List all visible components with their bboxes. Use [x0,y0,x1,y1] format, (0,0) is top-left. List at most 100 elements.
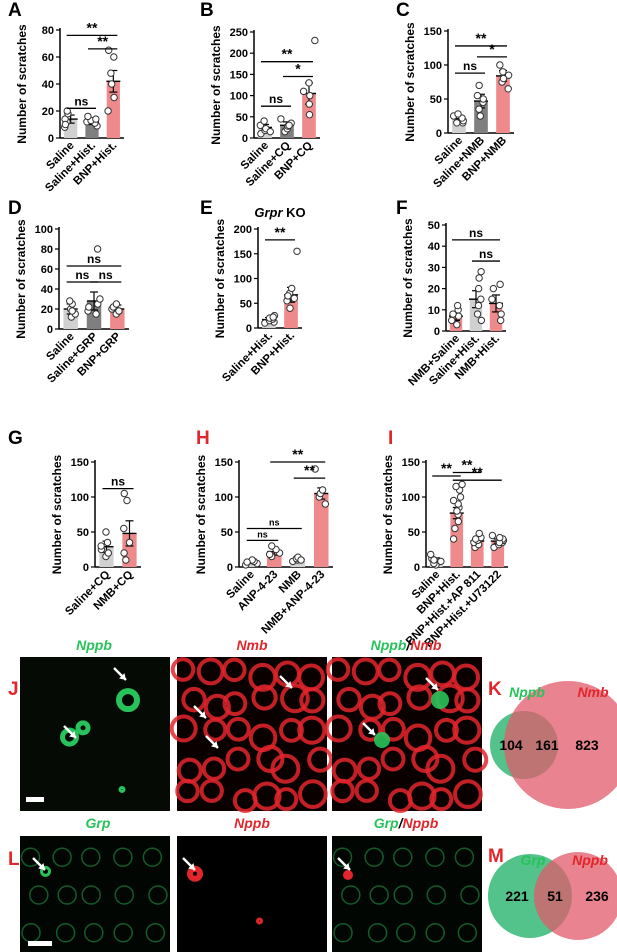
label-part: Grp [374,815,399,831]
data-point [284,292,292,300]
data-point [97,542,105,550]
data-point [110,93,118,102]
cell [367,923,388,943]
cell [358,717,383,742]
micrograph-l-merge-background [332,836,482,952]
panel-label-a: A [8,0,22,21]
label-part: / [398,815,405,831]
data-point [473,310,482,318]
cell [380,746,406,772]
y-tick-label: 20 [41,304,53,316]
cell [364,847,384,867]
data-point [447,316,456,325]
cell [454,687,481,714]
y-tick-label: 0 [436,128,442,140]
y-axis-label: Number of scratches [14,219,28,339]
cell [454,847,475,867]
cell [457,923,478,943]
y-tick-label: 40 [428,241,440,253]
y-tick-label: 60 [41,264,53,276]
data-point [496,280,504,289]
y-tick-label: 40 [42,79,54,91]
venn-count-right: 823 [575,737,599,753]
cell [256,744,285,773]
cell [369,885,389,905]
cell [393,885,413,905]
data-point [318,486,327,494]
y-tick-label: 100 [234,274,252,286]
data-point [285,121,293,129]
micrograph-label: Nppb [234,815,270,831]
y-tick-label: 100 [35,224,53,236]
cell [116,688,140,713]
cell [142,847,163,867]
cell-overlap [374,732,390,748]
panel-label-d: D [8,198,22,219]
cell [280,683,310,714]
data-point [103,538,112,547]
y-tick-label: 50 [221,527,233,539]
y-tick-label: 20 [42,106,54,118]
data-point [456,493,465,501]
data-point [477,295,485,303]
y-tick-label: 200 [234,224,252,236]
data-point [477,316,486,325]
cell [252,781,282,811]
data-point [475,274,483,282]
micrograph-j-nppb-background [20,657,170,811]
data-point [427,550,435,559]
bar [489,303,503,331]
data-point [107,69,115,77]
venn-count-left: 104 [499,737,523,753]
y-tick-label: 100 [402,492,420,504]
significance-label: ** [476,30,487,46]
data-point [84,112,92,121]
y-tick-label: 0 [47,324,53,336]
micrograph-l-grp [20,836,170,952]
significance-label: ** [292,446,303,462]
venn-count-overlap: 51 [547,888,563,904]
y-tick-label: 150 [215,457,233,469]
y-tick-label: 50 [236,112,248,124]
y-tick-label: 40 [41,284,53,296]
cell [113,923,133,943]
cell-overlap [431,691,449,709]
data-point [260,117,268,125]
cell [354,778,379,803]
cell [425,923,445,943]
y-tick-label: 100 [230,91,248,103]
cell [251,684,278,711]
micrograph-label: Grp/Nppb [374,815,439,831]
cell [406,684,433,711]
y-axis-label: Number of scratches [194,454,208,574]
cell [225,716,251,742]
cell [203,717,228,742]
y-axis-label: Number of scratches [381,454,395,574]
significance-label: ** [304,462,315,478]
cell [57,885,77,905]
data-point [453,301,462,310]
cell [175,778,200,804]
micrograph-l-merge [332,836,482,952]
data-point [496,316,505,325]
significance-label: ns [469,226,483,240]
cell [40,865,51,877]
data-point [504,71,513,79]
data-point [290,294,298,302]
y-tick-label: 80 [42,25,54,37]
chart-title-suffix: KO [283,205,306,220]
y-axis-label: Number of scratches [209,25,223,145]
data-point [306,91,314,100]
data-point [475,81,483,90]
arrowhead-icon [431,683,438,690]
cell [377,657,402,683]
label-part: / [405,637,412,653]
data-point [115,307,123,315]
data-point [286,304,294,312]
data-point [449,535,458,543]
y-tick-label: 10 [428,305,440,317]
data-point [449,496,458,505]
